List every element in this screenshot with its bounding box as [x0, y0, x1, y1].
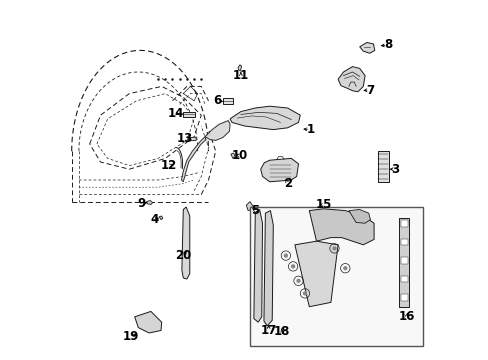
Text: 16: 16 [398, 310, 414, 323]
Text: 11: 11 [232, 69, 248, 82]
Text: 10: 10 [232, 149, 248, 162]
Text: 14: 14 [167, 107, 184, 120]
Circle shape [302, 291, 306, 296]
Bar [380, 168, 385, 171]
Bar [380, 157, 385, 160]
Polygon shape [134, 311, 162, 333]
Text: 6: 6 [213, 94, 221, 107]
Polygon shape [146, 201, 152, 204]
Text: 4: 4 [150, 213, 158, 226]
Polygon shape [238, 65, 241, 71]
Polygon shape [309, 209, 373, 245]
Polygon shape [181, 137, 205, 182]
Polygon shape [182, 207, 189, 279]
Text: 1: 1 [306, 123, 315, 136]
Circle shape [290, 264, 295, 269]
Polygon shape [399, 218, 408, 307]
Polygon shape [260, 158, 298, 182]
Text: 18: 18 [274, 325, 290, 338]
Text: 2: 2 [283, 177, 291, 190]
Circle shape [283, 253, 287, 258]
Circle shape [332, 246, 336, 251]
Text: 8: 8 [384, 39, 392, 51]
Bar [400, 220, 407, 227]
Polygon shape [377, 151, 387, 182]
Polygon shape [204, 121, 230, 140]
Bar [400, 294, 407, 301]
Bar [400, 239, 407, 245]
Polygon shape [359, 42, 374, 53]
Text: 15: 15 [315, 198, 331, 211]
Bar [400, 276, 407, 282]
Text: 7: 7 [366, 84, 374, 96]
Polygon shape [253, 210, 262, 322]
Polygon shape [189, 137, 196, 141]
Polygon shape [337, 67, 365, 92]
Text: 12: 12 [161, 159, 177, 172]
Polygon shape [246, 202, 252, 211]
Text: 20: 20 [175, 249, 191, 262]
Bar [380, 162, 385, 166]
Polygon shape [230, 106, 300, 130]
Text: 3: 3 [391, 163, 399, 176]
Text: 13: 13 [177, 132, 193, 145]
Polygon shape [182, 112, 194, 117]
Polygon shape [230, 153, 235, 158]
Bar [380, 173, 385, 176]
Circle shape [343, 266, 347, 270]
Text: 17: 17 [260, 324, 276, 337]
Text: 5: 5 [251, 204, 259, 217]
Polygon shape [223, 98, 232, 104]
Text: 19: 19 [122, 330, 139, 343]
Circle shape [296, 279, 300, 283]
Polygon shape [159, 216, 163, 220]
Bar [249, 207, 422, 346]
Bar [269, 163, 291, 179]
Polygon shape [264, 211, 273, 326]
Bar [400, 257, 407, 264]
Text: 9: 9 [138, 197, 146, 210]
Polygon shape [294, 241, 337, 307]
Polygon shape [348, 210, 370, 223]
